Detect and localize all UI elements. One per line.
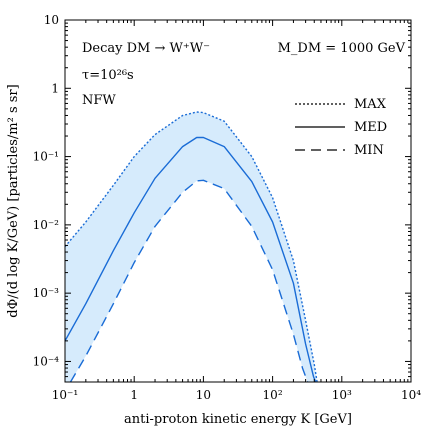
- series-line-med: [65, 136, 317, 382]
- y-tick-label: 10⁻²: [33, 218, 60, 232]
- series-line-min: [69, 179, 309, 382]
- axis-ticks: 10⁻¹ 1 10 10² 10³ 10⁴ 10⁻⁴ 10⁻³ 10⁻² 10⁻¹ 1 10: [33, 13, 422, 402]
- y-tick-label: 1: [51, 81, 59, 95]
- annotation-lifetime: τ=10²⁶s: [82, 68, 134, 83]
- legend: MAX MED MIN: [295, 97, 387, 158]
- x-tick-label: 10⁴: [401, 388, 421, 402]
- band-fill: [65, 112, 318, 382]
- legend-label-min: MIN: [354, 143, 384, 158]
- y-axis-label: dΦ/(d log K/GeV) [particles/m² s sr]: [6, 84, 21, 317]
- y-tick-label: 10: [44, 13, 59, 27]
- x-axis-label: anti-proton kinetic energy K [GeV]: [124, 412, 352, 427]
- uncertainty-band: [65, 112, 318, 382]
- legend-label-med: MED: [354, 120, 387, 135]
- x-tick-label: 1: [130, 388, 138, 402]
- series-line-max: [65, 111, 318, 382]
- y-tick-label: 10⁻¹: [33, 150, 59, 164]
- annotation-channel: Decay DM → W⁺W⁻: [82, 41, 210, 56]
- plot-frame: [64, 19, 412, 383]
- y-tick-label: 10⁻⁴: [33, 354, 60, 368]
- series-lines: [65, 111, 318, 382]
- x-tick-label: 10²: [263, 388, 283, 402]
- annotation-mass: M_DM = 1000 GeV: [278, 41, 406, 56]
- x-tick-label: 10⁻¹: [52, 388, 78, 402]
- x-tick-label: 10: [196, 388, 211, 402]
- legend-label-max: MAX: [354, 97, 387, 112]
- y-tick-label: 10⁻³: [33, 286, 60, 300]
- x-tick-label: 10³: [332, 388, 352, 402]
- annotation-profile: NFW: [82, 93, 116, 108]
